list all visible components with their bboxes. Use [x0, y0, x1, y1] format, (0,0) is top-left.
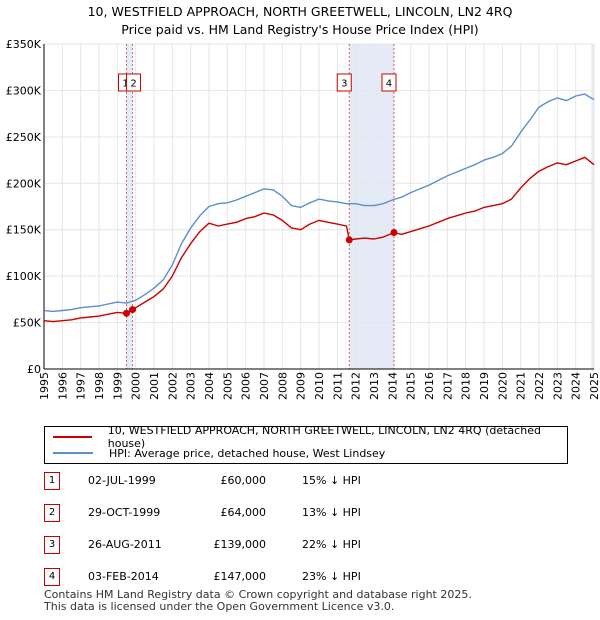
purchase-point [123, 309, 130, 317]
purchase-marker-number: 2 [130, 79, 136, 90]
footer-copyright: Contains HM Land Registry data © Crown c… [44, 588, 472, 601]
x-tick-label: 2016 [423, 372, 436, 400]
sale-date: 03-FEB-2014 [88, 570, 159, 583]
x-tick-label: 2018 [460, 372, 473, 400]
legend-swatch-hpi [53, 452, 93, 454]
x-tick-label: 1999 [111, 372, 124, 400]
purchase-band [126, 44, 133, 369]
y-tick-label: £150K [6, 224, 42, 237]
x-tick-label: 2008 [276, 372, 289, 400]
footer: Contains HM Land Registry data © Crown c… [44, 589, 472, 613]
sale-price: £139,000 [213, 538, 267, 551]
purchase-point [390, 229, 398, 236]
x-tick-label: 2020 [496, 372, 509, 400]
x-tick-label: 2014 [386, 372, 399, 400]
purchase-marker-number: 3 [341, 79, 347, 90]
sale-hpi-diff: 13% ↓ HPI [302, 506, 361, 519]
purchase-marker-box: 2 [126, 73, 142, 92]
table-row: 2 29-OCT-1999 £64,000 13% ↓ HPI [44, 504, 444, 522]
sale-hpi-diff: 22% ↓ HPI [302, 538, 361, 551]
y-tick-label: £300K [6, 84, 42, 97]
y-tick-label: £350K [6, 38, 42, 51]
x-tick-label: 2005 [221, 372, 234, 400]
sale-number-badge: 1 [44, 472, 60, 490]
sale-price: £64,000 [220, 506, 267, 519]
x-tick-label: 2006 [240, 372, 253, 400]
sale-date: 26-AUG-2011 [88, 538, 162, 551]
legend-swatch-property [53, 436, 92, 438]
x-tick-label: 2010 [313, 372, 326, 400]
x-tick-label: 2021 [515, 372, 528, 400]
x-tick-label: 2015 [405, 372, 418, 400]
chart-subtitle: Price paid vs. HM Land Registry's House … [121, 22, 479, 37]
purchase-marker-box: 3 [336, 73, 352, 92]
sale-number-badge: 4 [44, 568, 60, 586]
table-row: 1 02-JUL-1999 £60,000 15% ↓ HPI [44, 472, 444, 490]
x-tick-label: 2023 [551, 372, 564, 400]
table-row: 3 26-AUG-2011 £139,000 22% ↓ HPI [44, 536, 444, 554]
price-chart: £0 £50K £100K £150K £200K £250K £300K £350K 1995… [6, 38, 600, 400]
x-tick-label: 1997 [75, 372, 88, 400]
y-tick-label: £200K [6, 177, 42, 190]
x-tick-label: 1998 [93, 372, 106, 400]
purchase-band [349, 44, 394, 369]
sale-date: 02-JUL-1999 [88, 474, 156, 487]
legend: 10, WESTFIELD APPROACH, NORTH GREETWELL,… [44, 424, 568, 464]
x-tick-label: 2019 [478, 372, 491, 400]
x-tick-label: 2003 [185, 372, 198, 400]
purchase-marker-box-frame [126, 73, 142, 92]
x-tick-label: 2012 [350, 372, 363, 400]
x-tick-label: 2011 [331, 372, 344, 400]
purchase-marker-box-frame [381, 73, 397, 92]
legend-item-hpi: HPI: Average price, detached house, West… [53, 445, 385, 461]
purchase-marker-number: 1 [122, 79, 128, 90]
sale-number-badge: 2 [44, 504, 60, 522]
legend-label-hpi: HPI: Average price, detached house, West… [109, 446, 386, 460]
sale-number-badge: 3 [44, 536, 60, 554]
x-tick-label: 2000 [130, 372, 143, 400]
x-tick-label: 2022 [533, 372, 546, 400]
purchase-marker-box: 4 [381, 73, 397, 92]
x-tick-label: 1996 [56, 372, 69, 400]
x-tick-label: 2009 [295, 372, 308, 400]
sale-hpi-diff: 15% ↓ HPI [302, 474, 361, 487]
chart-title: 10, WESTFIELD APPROACH, NORTH GREETWELL,… [87, 4, 513, 19]
table-row: 4 03-FEB-2014 £147,000 23% ↓ HPI [44, 568, 444, 586]
y-tick-label: £100K [6, 270, 42, 283]
purchase-point [129, 306, 137, 314]
x-tick-label: 2017 [441, 372, 454, 400]
purchase-marker-number: 4 [386, 79, 392, 90]
forecast-band [591, 44, 594, 369]
sale-hpi-diff: 23% ↓ HPI [302, 570, 361, 583]
legend-label-property: 10, WESTFIELD APPROACH, NORTH GREETWELL,… [107, 424, 541, 450]
legend-item-property: 10, WESTFIELD APPROACH, NORTH GREETWELL,… [53, 424, 567, 450]
x-tick-label: 2007 [258, 372, 271, 400]
x-tick-label: 2025 [588, 372, 600, 400]
x-tick-label: 2001 [148, 372, 161, 400]
y-tick-label: £250K [6, 131, 42, 144]
x-tick-label: 2013 [368, 372, 381, 400]
sale-price: £60,000 [220, 474, 267, 487]
purchase-marker-box-frame [336, 73, 352, 92]
x-tick-label: 2024 [570, 372, 583, 400]
sale-price: £147,000 [213, 570, 267, 583]
x-tick-label: 1995 [38, 372, 51, 400]
footer-license: This data is licensed under the Open Gov… [44, 600, 395, 613]
x-tick-label: 2002 [166, 372, 179, 400]
y-tick-label: £50K [13, 317, 42, 330]
y-tick-label: £0 [27, 363, 41, 376]
x-tick-label: 2004 [203, 372, 216, 400]
purchase-point [345, 236, 353, 244]
series-line-hpi [43, 93, 595, 313]
sale-date: 29-OCT-1999 [88, 506, 161, 519]
